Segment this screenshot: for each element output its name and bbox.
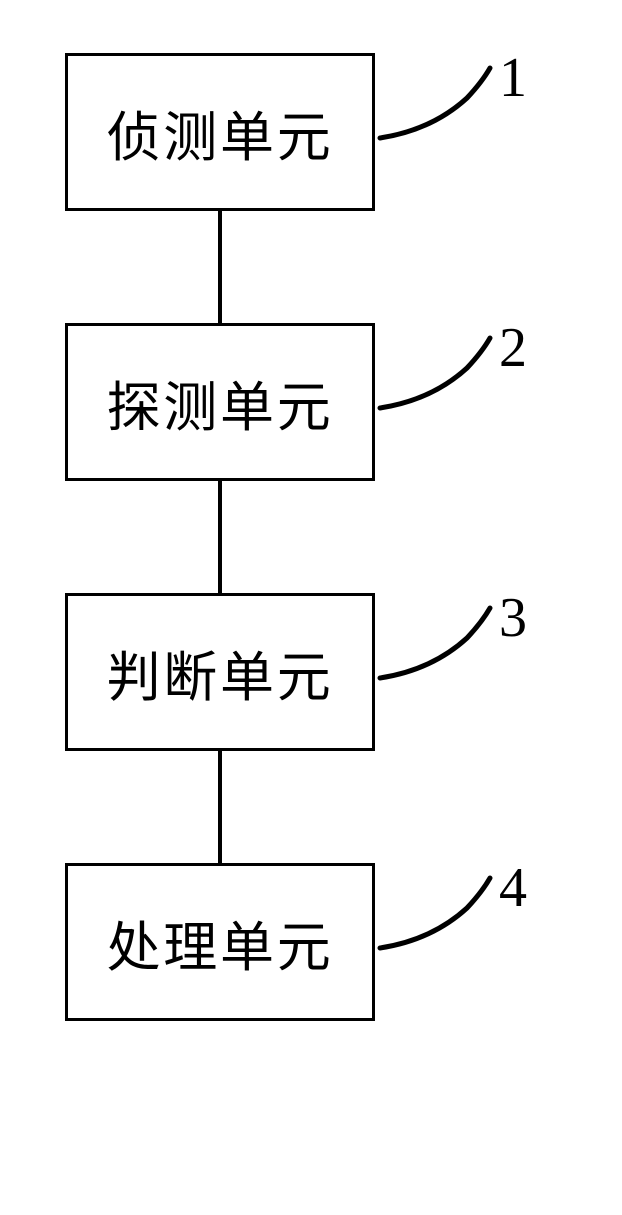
connector-1-2 — [218, 211, 222, 323]
node-box-4: 处理单元 — [65, 863, 375, 1021]
connector-2-3 — [218, 481, 222, 593]
callout-arc-3 — [372, 600, 502, 690]
node-label-3: 判断单元 — [107, 633, 334, 712]
connector-3-4 — [218, 751, 222, 863]
node-label-1: 侦测单元 — [107, 93, 334, 172]
node-number-2: 2 — [499, 316, 527, 380]
callout-arc-4 — [372, 870, 502, 960]
node-label-2: 探测单元 — [107, 363, 334, 442]
node-box-3: 判断单元 — [65, 593, 375, 751]
node-box-1: 侦测单元 — [65, 53, 375, 211]
node-number-4: 4 — [499, 856, 527, 920]
node-number-3: 3 — [499, 586, 527, 650]
callout-arc-2 — [372, 330, 502, 420]
node-number-1: 1 — [499, 46, 527, 110]
callout-arc-1 — [372, 60, 502, 150]
node-box-2: 探测单元 — [65, 323, 375, 481]
node-label-4: 处理单元 — [107, 903, 334, 982]
